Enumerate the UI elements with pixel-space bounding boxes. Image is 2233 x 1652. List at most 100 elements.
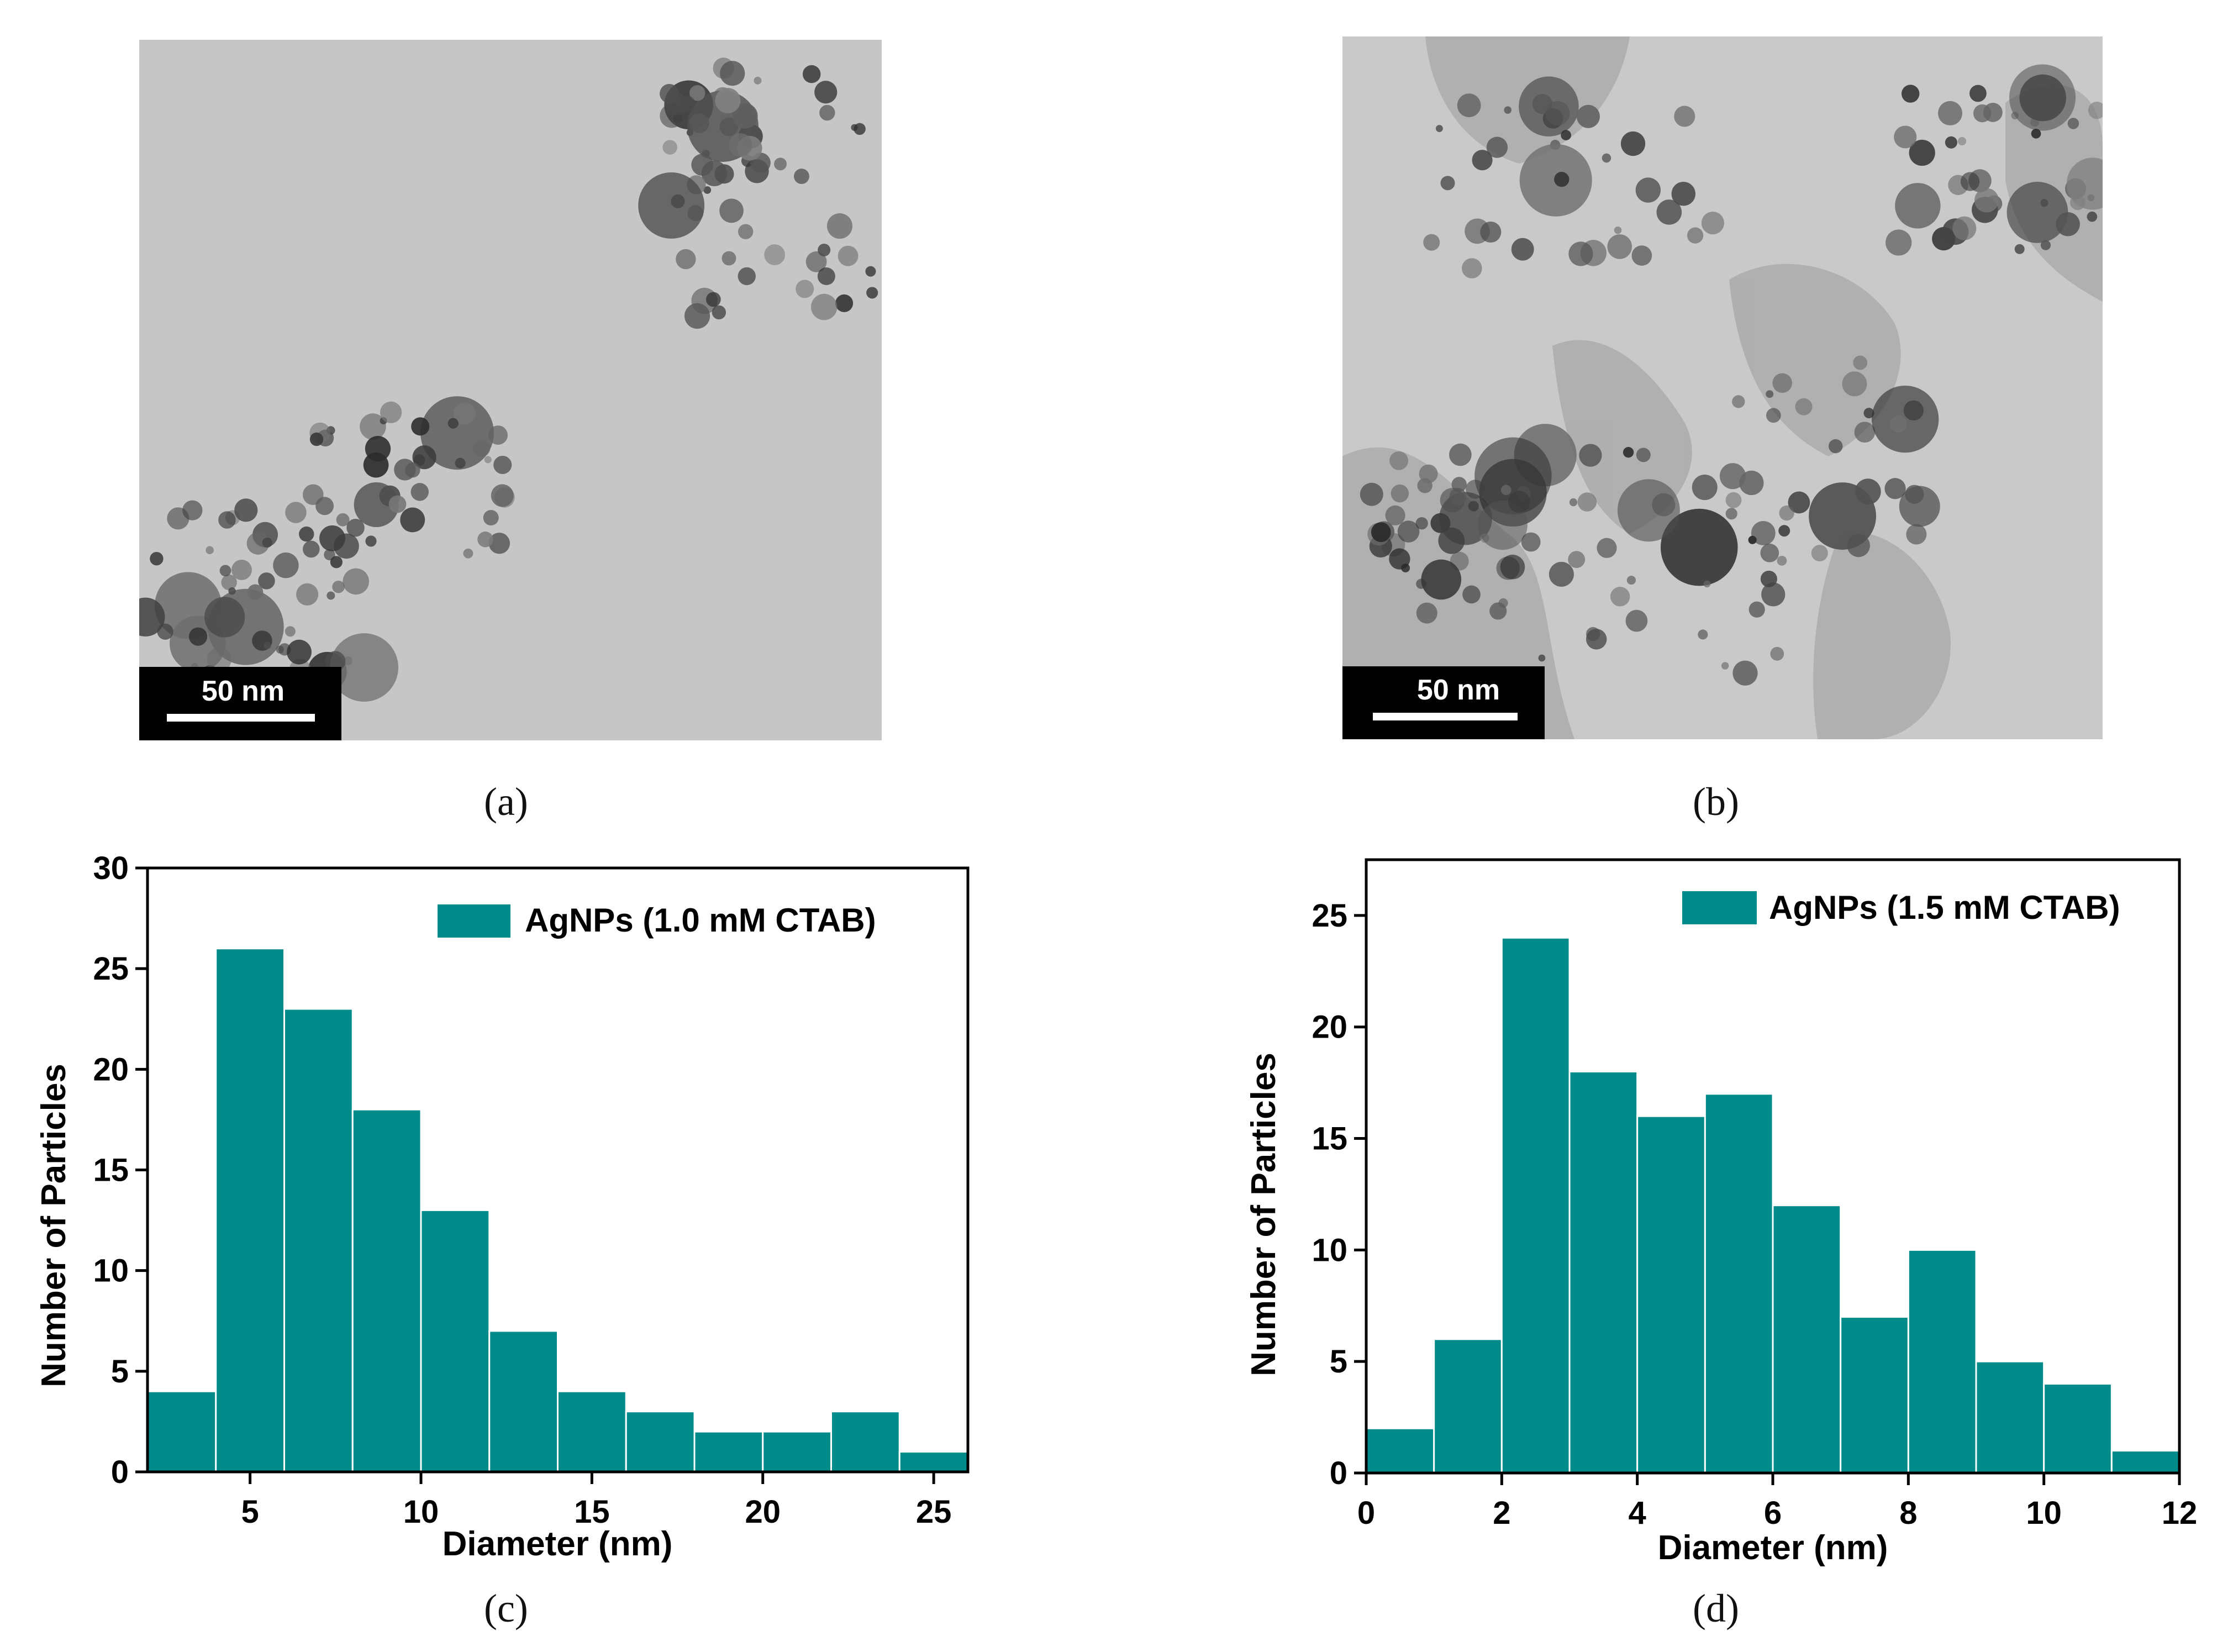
nanoparticle (1809, 482, 1877, 550)
nanoparticle (1828, 439, 1843, 454)
nanoparticle (1863, 408, 1874, 419)
nanoparticle (729, 133, 752, 157)
nanoparticle (234, 498, 258, 522)
nanoparticle (2040, 240, 2051, 250)
y-tick-label: 20 (93, 1051, 129, 1087)
nanoparticle (1779, 505, 1794, 521)
nanoparticle (1360, 482, 1383, 506)
nanoparticle (1498, 598, 1508, 608)
x-axis-title-c: Diameter (nm) (443, 1525, 673, 1563)
nanoparticle (231, 559, 252, 580)
nanoparticle (1719, 463, 1746, 490)
nanoparticle (819, 104, 835, 121)
nanoparticle (764, 244, 786, 266)
nanoparticle (1389, 451, 1409, 470)
x-tick-label: 10 (2026, 1495, 2062, 1531)
nanoparticle (360, 413, 386, 440)
nanoparticle (720, 61, 745, 86)
nanoparticle (1761, 582, 1786, 607)
nanoparticle (309, 432, 324, 446)
nanoparticle (1607, 234, 1632, 259)
nanoparticle (325, 651, 346, 672)
nanoparticle (405, 462, 420, 478)
nanoparticle (1440, 176, 1455, 191)
y-axis-d: 0 5 10 15 20 25 (1312, 898, 1366, 1491)
legend-label-d: AgNPs (1.5 mM CTAB) (1769, 889, 2120, 926)
nanoparticle (1457, 93, 1481, 118)
histogram-bar (283, 1008, 354, 1473)
nanoparticle (206, 546, 214, 555)
nanoparticle (738, 224, 754, 239)
nanoparticle (262, 537, 272, 548)
nanoparticle (493, 455, 512, 475)
nanoparticle (1905, 485, 1924, 504)
nanoparticle (491, 484, 514, 507)
nanoparticle (676, 249, 696, 270)
nanoparticle (1725, 508, 1737, 520)
nanoparticle (810, 293, 838, 320)
nanoparticle (1579, 444, 1602, 467)
nanoparticle (1906, 524, 1927, 545)
nanoparticle (1692, 475, 1718, 501)
nanoparticle (411, 417, 430, 436)
nanoparticle (854, 123, 866, 135)
nanoparticle (754, 76, 762, 85)
nanoparticle (285, 626, 296, 637)
nanoparticle (1894, 125, 1917, 149)
nanoparticle (1842, 371, 1867, 397)
nanoparticle (712, 305, 726, 320)
nanoparticle (2088, 101, 2103, 119)
nanoparticle (802, 65, 821, 83)
y-axis-title-d: Number of Particles (1245, 1053, 1283, 1376)
nanoparticle (1521, 532, 1541, 552)
nanoparticle (1419, 464, 1438, 483)
nanoparticle (638, 172, 705, 239)
nanoparticle (273, 552, 299, 578)
histogram-bar (898, 1451, 969, 1473)
nanoparticle (1511, 238, 1534, 261)
nanoparticle (380, 401, 402, 424)
nanoparticle (738, 267, 756, 286)
nanoparticle (1732, 660, 1758, 686)
legend-swatch-d (1682, 891, 1757, 924)
nanoparticle (1674, 106, 1695, 127)
tem-image-a: 50 nm (139, 40, 882, 740)
y-axis-title-c: Number of Particles (35, 1064, 73, 1387)
nanoparticle (1385, 505, 1405, 525)
y-tick-label: 10 (93, 1253, 129, 1289)
x-tick-label: 8 (1899, 1495, 1917, 1531)
nanoparticle (1554, 172, 1570, 187)
nanoparticle (1952, 216, 1977, 240)
nanoparticle (455, 457, 466, 469)
nanoparticle (1472, 150, 1493, 171)
nanoparticle (1772, 373, 1792, 393)
nanoparticle (1371, 522, 1391, 543)
nanoparticle (719, 198, 744, 223)
bars-d (1365, 937, 2181, 1474)
histogram-bar (1636, 1115, 1706, 1474)
x-tick-label: 4 (1629, 1495, 1646, 1531)
nanoparticle (473, 439, 491, 457)
x-tick-label: 20 (745, 1494, 781, 1530)
nanoparticle (1449, 488, 1467, 506)
nanoparticle (1391, 484, 1409, 503)
nanoparticle (1732, 395, 1745, 408)
nanoparticle (796, 280, 814, 298)
nanoparticle (189, 627, 208, 646)
histogram-bar (146, 1390, 217, 1473)
nanoparticle (1415, 517, 1428, 530)
nanoparticle (410, 483, 429, 501)
nanoparticle (303, 540, 320, 558)
nanoparticle (182, 500, 203, 520)
nanoparticle (817, 267, 835, 286)
nanoparticle (354, 482, 399, 527)
y-axis-c: 0 5 10 15 20 25 30 (93, 850, 148, 1490)
nanoparticle (336, 513, 350, 527)
nanoparticle (1576, 104, 1600, 128)
nanoparticle (1561, 130, 1572, 140)
nanoparticle (1656, 199, 1682, 225)
nanoparticle (204, 597, 245, 638)
nanoparticle (299, 526, 314, 542)
nanoparticle (1625, 609, 1648, 632)
histogram-bar (693, 1430, 764, 1473)
